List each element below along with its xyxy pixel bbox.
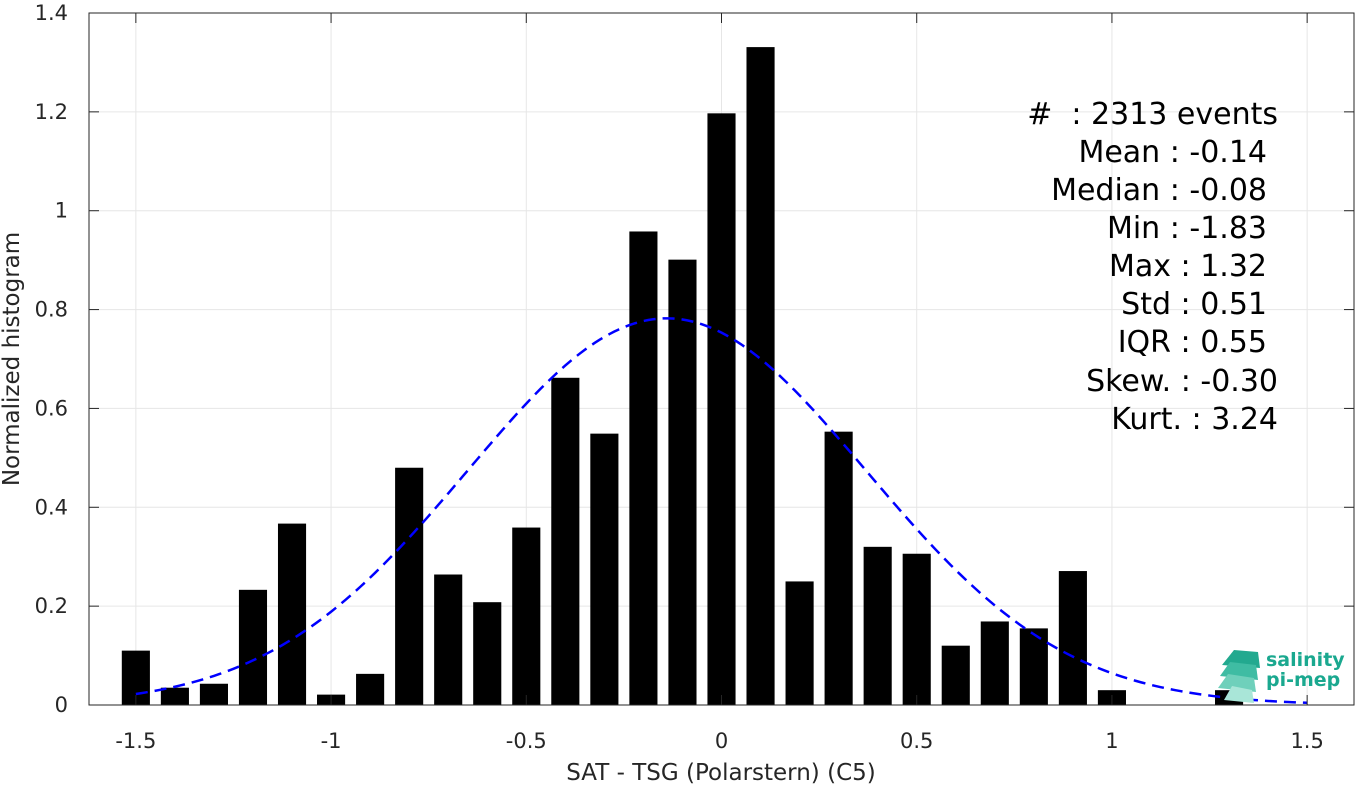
histogram-bar [785, 581, 814, 705]
x-tick-label: -1 [321, 729, 342, 753]
y-axis-label: Normalized histogram [0, 232, 25, 486]
gaussian-fit-curve [135, 317, 1308, 705]
logo-pimep-text: pi-mep [1266, 669, 1340, 691]
histogram-bar [473, 602, 502, 705]
histogram-bar [238, 589, 268, 705]
x-axis-label: SAT - TSG (Polarstern) (C5) [566, 760, 875, 785]
logo-wave-icon [1218, 650, 1260, 703]
y-tick-label: 0.4 [35, 495, 68, 519]
histogram-bar [746, 47, 775, 705]
y-tick-label: 1.2 [35, 100, 68, 124]
stats-box: # : 2313 events Mean : -0.14 Median : -0… [1027, 97, 1278, 437]
logo-salinity-text: salinity [1266, 649, 1345, 671]
histogram-bar [1058, 571, 1087, 705]
histogram-bar [277, 523, 307, 705]
y-tick-label: 1 [55, 199, 68, 223]
stats-std: Std : 0.51 [1121, 287, 1267, 322]
stats-mean: Mean : -0.14 [1078, 135, 1267, 170]
histogram-bar [1019, 628, 1048, 705]
stats-events: # : 2313 events [1027, 97, 1278, 132]
stats-iqr: IQR : 0.55 [1118, 325, 1267, 360]
histogram-bar [512, 527, 541, 705]
y-tick-label: 0.2 [35, 594, 68, 618]
histogram-bar [395, 467, 424, 705]
x-tick-label: -1.5 [115, 729, 156, 753]
stats-median: Median : -0.08 [1051, 173, 1267, 208]
salinity-pimep-logo: salinity pi-mep [1218, 649, 1345, 703]
histogram-bar [824, 431, 853, 705]
y-tick-label: 0.6 [35, 396, 68, 420]
y-tick-label: 0.8 [35, 298, 68, 322]
y-tick-label: 0 [55, 693, 68, 717]
x-tick-labels: -1.5 -1 -0.5 0 0.5 1 1.5 [115, 729, 1323, 753]
histogram-bar [941, 645, 970, 705]
x-tick-label: 1 [1105, 729, 1118, 753]
histogram-bar [902, 553, 931, 705]
histogram-bar [707, 113, 736, 706]
histogram-bars [121, 47, 1244, 706]
histogram-bar [199, 683, 228, 705]
x-tick-label: 1.5 [1290, 729, 1323, 753]
histogram-bar [551, 377, 580, 705]
histogram-bar [434, 574, 463, 705]
histogram-bar [356, 673, 385, 705]
histogram-bar [160, 687, 189, 705]
histogram-bar [863, 546, 892, 705]
stats-max: Max : 1.32 [1109, 249, 1267, 284]
stats-min: Min : -1.83 [1107, 211, 1267, 246]
stats-kurt: Kurt. : 3.24 [1111, 402, 1278, 437]
x-tick-label: 0 [715, 729, 728, 753]
histogram-bar [668, 259, 697, 705]
x-tick-label: -0.5 [506, 729, 547, 753]
histogram-bar [629, 231, 658, 705]
y-tick-label: 1.4 [35, 1, 68, 25]
x-tick-label: 0.5 [900, 729, 933, 753]
y-tick-labels: 0 0.2 0.4 0.6 0.8 1 1.2 1.4 [35, 1, 68, 717]
histogram-bar [980, 621, 1009, 705]
histogram-bar [590, 433, 619, 705]
axis-ticks [89, 12, 1354, 706]
stats-skew: Skew. : -0.30 [1086, 364, 1278, 399]
